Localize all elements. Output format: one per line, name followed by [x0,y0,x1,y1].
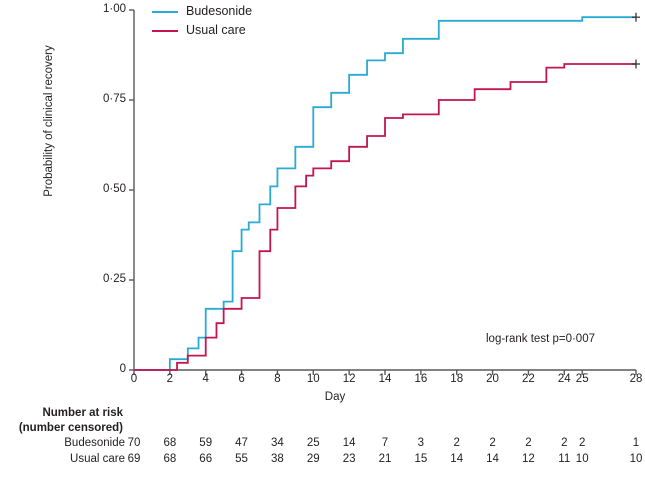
y-tick-label: 0 [119,363,126,375]
legend-item-usual-care: Usual care [152,21,352,40]
y-tick-label: 0·75 [102,93,126,105]
y-axis-tick-labels: 0 0·25 0·50 0·75 1·00 [78,0,126,380]
risk-table-heading-line2: (number censored) [18,422,123,434]
risk-value: 25 [306,437,320,449]
number-at-risk-table: Number at risk (number censored) Budeson… [0,406,645,477]
y-tick-label: 0·25 [102,273,126,285]
risk-value: 14 [450,453,464,465]
risk-value: 47 [235,437,248,449]
risk-value: 68 [163,453,177,465]
risk-value: 55 [235,453,248,465]
risk-value: 23 [342,453,356,465]
x-tick-label: 20 [486,373,499,385]
risk-value: 10 [629,453,643,465]
x-tick-label: 24 [557,373,571,385]
risk-value: 2 [579,437,586,449]
x-tick-label: 0 [130,373,138,385]
risk-value: 2 [525,437,532,449]
y-tick-label: 0·50 [102,183,126,195]
risk-value: 2 [453,437,460,449]
risk-value: 34 [271,437,284,449]
x-tick-label: 6 [238,373,245,385]
x-tick-label: 18 [450,373,464,385]
x-tick-label: 28 [629,373,643,385]
x-tick-label: 14 [378,373,392,385]
risk-value: 11 [558,453,571,465]
risk-value: 68 [163,437,177,449]
risk-value: 14 [342,437,356,449]
y-axis-title: Probability of clinical recovery [43,45,55,197]
legend: Budesonide Usual care [152,2,352,40]
risk-value: 10 [575,453,589,465]
risk-value: 15 [414,453,428,465]
legend-swatch-usual-care [152,29,178,32]
risk-value: 1 [632,437,640,449]
risk-value: 59 [199,437,213,449]
risk-value: 2 [561,437,568,449]
x-tick-label: 16 [414,373,428,385]
risk-row-label-usual-care: Usual care [70,453,125,465]
x-axis-title: Day [0,391,645,403]
x-tick-label: 22 [522,373,535,385]
risk-value: 3 [417,437,425,449]
logrank-annotation: log-rank test p=0·007 [486,333,595,345]
x-tick-label: 8 [274,373,281,385]
legend-swatch-budesonide [152,10,178,13]
risk-value: 66 [199,453,213,465]
risk-value: 7 [381,437,389,449]
risk-value: 2 [489,437,496,449]
risk-value: 38 [271,453,284,465]
risk-value: 29 [306,453,320,465]
legend-item-budesonide: Budesonide [152,2,352,21]
x-axis-tick-labels: 0 2 4 6 8 10 12 14 16 18 20 22 24 25 28 [0,373,645,392]
risk-value: 14 [486,453,499,465]
legend-label-budesonide: Budesonide [186,4,253,19]
risk-table-heading-line1: Number at risk [42,407,123,419]
risk-value: 69 [127,453,141,465]
x-tick-label: 4 [202,373,209,385]
x-axis-title-text: Day [324,391,346,403]
x-tick-label: 10 [306,373,320,385]
risk-row-label-budesonide: Budesonide [64,437,125,449]
x-tick-label: 2 [166,373,174,385]
risk-value: 21 [378,453,392,465]
x-tick-label: 12 [342,373,356,385]
risk-value: 70 [127,437,141,449]
x-tick-label: 25 [575,373,589,385]
legend-label-usual-care: Usual care [186,23,246,38]
risk-value: 12 [522,453,535,465]
y-tick-label: 1·00 [102,3,126,15]
